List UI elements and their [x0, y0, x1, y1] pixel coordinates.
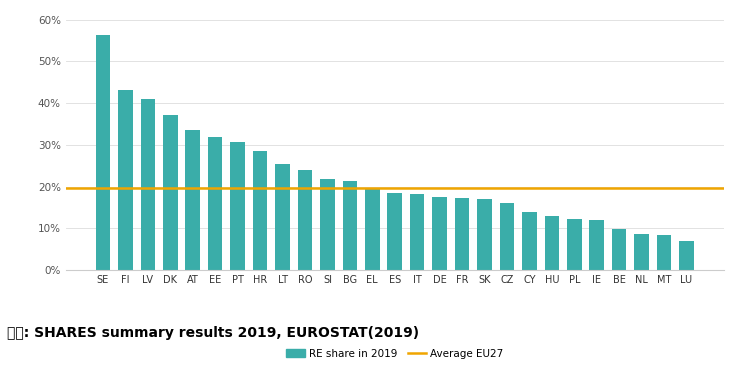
Bar — [298, 170, 312, 270]
Bar — [679, 241, 694, 270]
Bar — [410, 194, 425, 270]
Bar — [500, 203, 514, 270]
Bar — [208, 137, 222, 270]
Bar — [96, 34, 110, 270]
Legend: RE share in 2019, Average EU27: RE share in 2019, Average EU27 — [281, 345, 508, 363]
Bar — [140, 99, 155, 270]
Bar — [656, 236, 671, 270]
Bar — [343, 181, 357, 270]
Bar — [455, 198, 469, 270]
Bar — [118, 90, 133, 270]
Bar — [432, 197, 447, 270]
Bar — [253, 151, 268, 270]
Bar — [365, 188, 379, 270]
Bar — [612, 229, 626, 270]
Bar — [589, 219, 604, 270]
Bar — [477, 200, 492, 270]
Bar — [276, 164, 289, 270]
Bar — [522, 212, 537, 270]
Bar — [635, 234, 649, 270]
Bar — [387, 193, 402, 270]
Text: 자료: SHARES summary results 2019, EUROSTAT(2019): 자료: SHARES summary results 2019, EUROSTA… — [7, 326, 420, 340]
Bar — [320, 179, 335, 270]
Bar — [186, 130, 200, 270]
Bar — [230, 142, 245, 270]
Bar — [163, 115, 178, 270]
Bar — [567, 219, 582, 270]
Bar — [545, 216, 559, 270]
